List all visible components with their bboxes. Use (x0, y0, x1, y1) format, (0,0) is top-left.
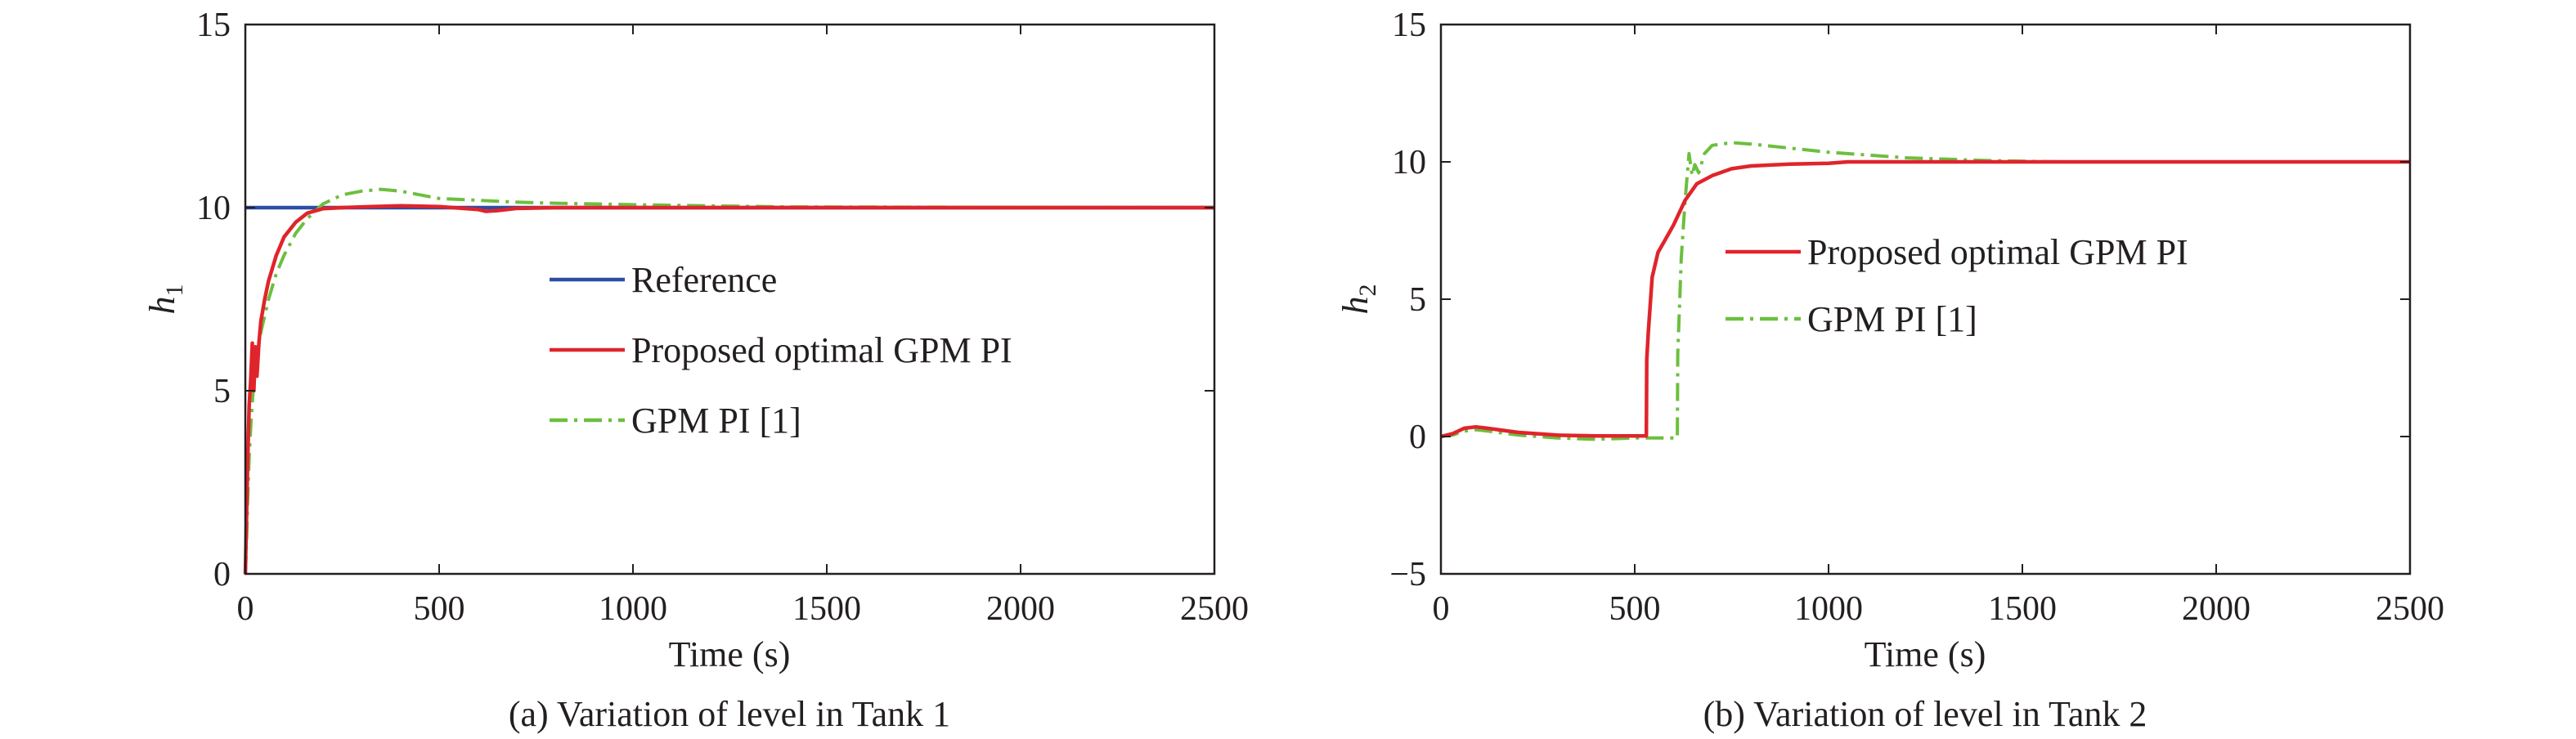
legend-a: Reference Proposed optimal GPM PI GPM PI [… (550, 260, 1012, 441)
series-line-a-1 (243, 204, 1214, 575)
x-tick-label-b: 1500 (1988, 590, 2057, 628)
series-line-a-2 (244, 187, 1215, 575)
x-tick-label-b: 1000 (1794, 590, 1863, 628)
y-tick-label-a: 15 (196, 7, 231, 44)
y-tick-label-b: 0 (1409, 419, 1426, 456)
y-tick-label-b: 10 (1392, 144, 1426, 181)
legend-label-a-1: Proposed optimal GPM PI (631, 330, 1012, 370)
y-tick-label-b: −5 (1389, 556, 1426, 593)
x-tick-label-b: 2000 (2182, 590, 2251, 628)
y-axis-title-main-b: h (1335, 297, 1376, 315)
legend-label-a-2: GPM PI [1] (631, 401, 801, 441)
x-tick-label-a: 1500 (792, 590, 861, 628)
legend-label-b-0: Proposed optimal GPM PI (1807, 232, 2188, 272)
y-tick-label-b: 5 (1409, 281, 1426, 319)
plot-frame-a (244, 23, 1216, 576)
legend-label-a-0: Reference (631, 260, 777, 300)
x-tick-label-a: 1000 (599, 590, 667, 628)
x-tick-label-b: 500 (1609, 590, 1661, 628)
y-axis-title-sub-a: 1 (161, 284, 188, 297)
y-tick-label-a: 5 (213, 373, 231, 410)
y-tick-label-a: 10 (196, 190, 231, 227)
x-tick-label-b: 0 (1433, 590, 1450, 628)
y-axis-title-b: h2 (1335, 284, 1381, 315)
y-axis-title-sub-b: 2 (1354, 284, 1381, 297)
x-tick-label-b: 2500 (2376, 590, 2444, 628)
x-tick-label-a: 0 (237, 590, 254, 628)
x-axis-title-a: Time (s) (669, 634, 791, 674)
y-tick-label-b: 15 (1392, 7, 1426, 44)
y-axis-title-a: h1 (142, 284, 188, 315)
series-line-b-1 (1440, 141, 2410, 441)
legend-b: Proposed optimal GPM PI GPM PI [1] (1726, 232, 2188, 339)
x-tick-label-a: 2000 (986, 590, 1055, 628)
caption-b: (b) Variation of level in Tank 2 (1703, 694, 2147, 734)
legend-label-b-1: GPM PI [1] (1807, 299, 1977, 339)
y-tick-label-a: 0 (213, 556, 231, 593)
x-axis-title-b: Time (s) (1865, 634, 1986, 674)
y-axis-title-main-a: h (142, 297, 182, 315)
panel-a: 0 500 1000 1500 2000 2500 0 5 10 15 Time (s) h1 (… (142, 7, 1249, 734)
x-tick-label-a: 2500 (1180, 590, 1249, 628)
x-tick-label-a: 500 (414, 590, 465, 628)
caption-a: (a) Variation of level in Tank 1 (509, 694, 950, 734)
series-line-b-0 (1440, 159, 2410, 439)
